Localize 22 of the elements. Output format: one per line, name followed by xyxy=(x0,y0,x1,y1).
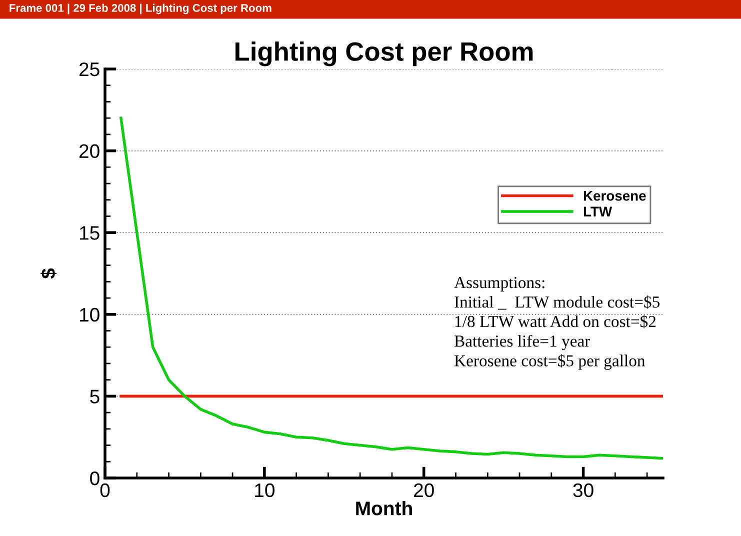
y-tick-label: 5 xyxy=(90,390,100,404)
x-tick-label: 30 xyxy=(573,483,594,498)
legend-label: Kerosene xyxy=(584,191,646,201)
legend-label: LTW xyxy=(584,206,612,216)
y-axis-title: $ xyxy=(40,268,56,279)
y-tick-label: 20 xyxy=(79,144,100,158)
annotation: Batteries life=1 year xyxy=(454,334,590,350)
chart-title: Lighting Cost per Room xyxy=(236,42,533,66)
line-series xyxy=(120,116,663,460)
x-tick-label: 10 xyxy=(255,483,274,498)
annotation: Kerosene cost=$5 per gallon xyxy=(454,354,646,370)
x-tick-label: 20 xyxy=(414,483,434,498)
y-tick-label: 10 xyxy=(80,308,100,322)
text: Frame 001 | 29 Feb 2008 | Lighting Cost per Room xyxy=(10,4,272,14)
y-tick-label: 25 xyxy=(79,62,100,76)
y-tick-label: 15 xyxy=(80,226,100,240)
x-tick-label: 0 xyxy=(100,483,110,498)
annotation: 1/8 LTW watt Add on cost=$2 xyxy=(455,314,656,328)
annotation: Initial _ LTW module cost=$5 xyxy=(454,295,660,310)
annotation: Assumptions: xyxy=(454,276,544,292)
x-axis-title: Month xyxy=(356,500,412,516)
y-tick-label: 0 xyxy=(90,471,100,486)
